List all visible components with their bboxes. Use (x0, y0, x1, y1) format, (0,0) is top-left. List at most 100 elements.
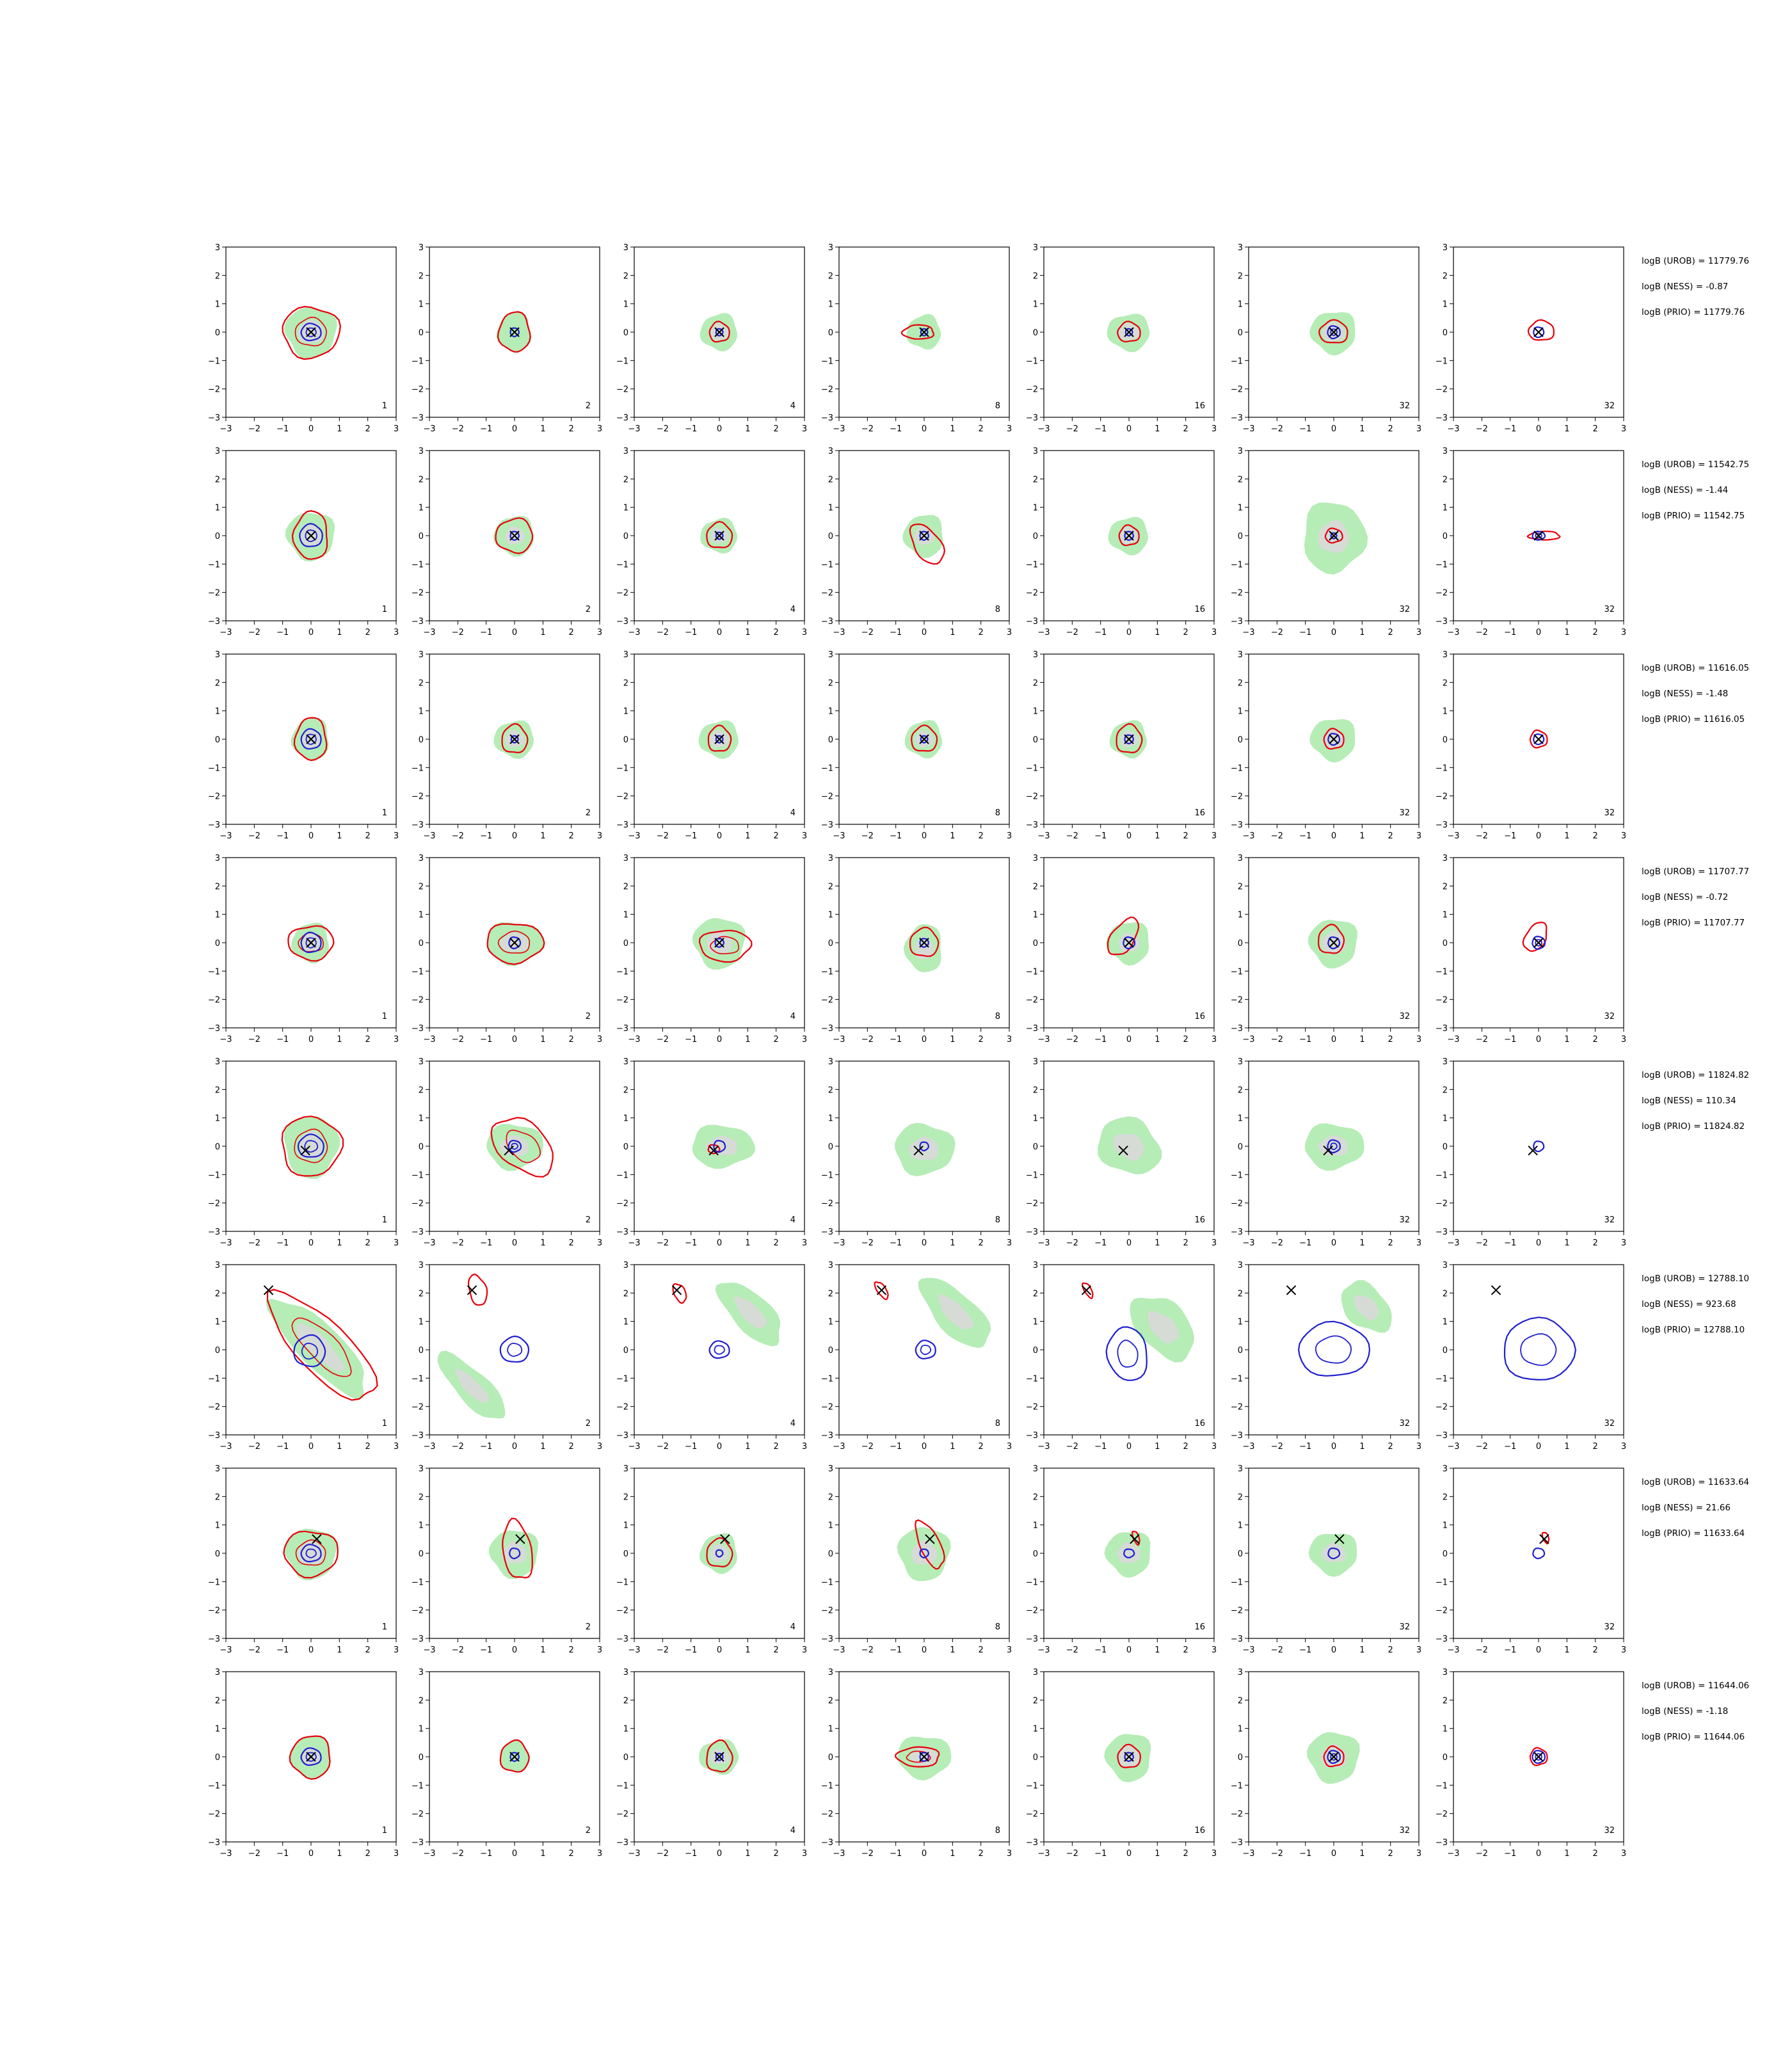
y-tick-label: 3 (419, 1464, 424, 1474)
plot-area (1286, 1280, 1392, 1377)
panel-corner-label: 16 (1194, 808, 1205, 818)
x-tick-label: −3 (1242, 424, 1254, 434)
x-tick-label: −1 (1299, 628, 1311, 637)
blue-contour (300, 728, 322, 750)
x-tick-label: 2 (569, 424, 574, 434)
blue-contour (1330, 532, 1338, 540)
blue-contour (919, 1548, 929, 1559)
y-tick-label: −3 (1231, 820, 1243, 830)
true-value-marker (1081, 1285, 1092, 1295)
y-tick-label: −2 (821, 792, 833, 802)
y-tick-label: 1 (1033, 504, 1038, 513)
x-tick-label: −3 (1037, 1645, 1050, 1655)
y-tick-label: 2 (828, 1696, 833, 1706)
blue-contour (293, 1334, 326, 1368)
contour-panel: −3 −2 −1 0 1 2 3 3 2 1 0 −1 −2 −3 16 (1026, 650, 1217, 841)
x-tick-label: 2 (1593, 1849, 1598, 1859)
y-tick-label: −2 (821, 996, 833, 1005)
x-tick-label: −2 (1476, 831, 1488, 841)
x-tick-label: −1 (1299, 1849, 1311, 1859)
y-tick-label: −3 (821, 413, 833, 423)
x-tick-label: 3 (597, 424, 602, 434)
y-tick-label: −2 (412, 792, 424, 802)
x-tick-label: 2 (979, 1238, 984, 1248)
y-tick-label: 0 (1238, 1142, 1243, 1152)
contour-panel: −3 −2 −1 0 1 2 3 3 2 1 0 −1 −2 −3 2 (412, 854, 602, 1044)
y-tick-label: 3 (623, 243, 628, 253)
true-value-marker (1334, 1534, 1345, 1544)
red-contour-inner (710, 936, 740, 955)
x-tick-label: 0 (717, 831, 722, 841)
x-tick-label: 1 (1564, 424, 1569, 434)
y-tick-label: −2 (1436, 1810, 1448, 1820)
y-tick-label: 0 (419, 939, 424, 948)
x-tick-label: −2 (1066, 831, 1078, 841)
x-tick-label: 0 (1126, 628, 1132, 637)
x-tick-label: 0 (308, 1849, 314, 1859)
x-tick-label: −3 (1242, 628, 1254, 637)
x-tick-label: −1 (1504, 1035, 1516, 1044)
blue-contour (1327, 1139, 1341, 1154)
x-tick-label: 0 (512, 628, 517, 637)
blue-contour-inner (1330, 328, 1338, 337)
x-tick-label: −1 (276, 1645, 289, 1655)
y-tick-label: 0 (828, 1346, 833, 1356)
x-tick-label: −3 (220, 1849, 232, 1859)
x-tick-label: −1 (1504, 628, 1516, 637)
y-tick-label: −3 (208, 617, 220, 627)
x-tick-label: −2 (657, 1238, 669, 1248)
x-tick-label: −1 (890, 628, 902, 637)
x-tick-label: −2 (861, 1645, 874, 1655)
y-tick-label: 3 (828, 1668, 833, 1677)
y-tick-label: −2 (1026, 1606, 1038, 1616)
x-tick-label: −3 (1242, 1442, 1254, 1452)
true-value-marker (306, 734, 316, 744)
blue-contour (509, 327, 520, 338)
x-tick-label: 0 (512, 1442, 517, 1452)
x-tick-label: 1 (540, 1238, 545, 1248)
x-tick-label: 3 (597, 1645, 602, 1655)
plot-area (1106, 916, 1149, 966)
x-tick-label: 1 (950, 1849, 955, 1859)
plot-area (1104, 1530, 1151, 1578)
x-tick-label: −1 (480, 1035, 492, 1044)
row-statistic-label: logB (NESS) = -1.48 (1642, 689, 1728, 699)
x-tick-label: 1 (337, 1645, 342, 1655)
contour-panel: −3 −2 −1 0 1 2 3 3 2 1 0 −1 −2 −3 1 (208, 447, 399, 637)
y-tick-label: −3 (1026, 820, 1038, 830)
x-tick-label: −1 (276, 628, 289, 637)
x-tick-label: 2 (1388, 1035, 1393, 1044)
y-tick-label: 3 (215, 1057, 220, 1067)
x-tick-label: −2 (248, 831, 260, 841)
y-tick-label: −1 (1026, 1578, 1038, 1587)
x-tick-label: 2 (979, 1442, 984, 1452)
x-tick-label: −2 (248, 424, 260, 434)
y-tick-label: 2 (215, 1492, 220, 1502)
x-tick-label: 0 (717, 1442, 722, 1452)
true-value-marker (1124, 327, 1134, 337)
true-value-marker (509, 1752, 520, 1762)
y-tick-label: −1 (208, 1171, 220, 1180)
x-tick-label: 0 (1126, 424, 1132, 434)
y-tick-label: 0 (215, 1346, 220, 1356)
y-tick-label: 0 (828, 328, 833, 338)
plot-area (1108, 516, 1148, 556)
contour-panel: −3 −2 −1 0 1 2 3 3 2 1 0 −1 −2 −3 2 (412, 1261, 602, 1452)
y-tick-label: −3 (616, 820, 628, 830)
y-tick-label: −1 (1436, 1781, 1448, 1791)
x-tick-label: 2 (365, 1238, 371, 1248)
panel-corner-label: 2 (586, 1826, 591, 1836)
x-tick-label: 2 (774, 1442, 779, 1452)
x-tick-label: −2 (657, 628, 669, 637)
y-tick-label: −3 (1231, 1635, 1243, 1644)
x-tick-label: −2 (861, 628, 874, 637)
x-tick-label: −3 (1242, 1645, 1254, 1655)
contour-panel: −3 −2 −1 0 1 2 3 3 2 1 0 −1 −2 −3 8 (821, 243, 1012, 434)
panel-corner-label: 32 (1604, 1622, 1615, 1632)
y-tick-label: −3 (1436, 1228, 1448, 1237)
x-tick-label: 3 (1621, 831, 1626, 841)
x-tick-label: 0 (717, 628, 722, 637)
y-tick-label: 1 (215, 1318, 220, 1327)
